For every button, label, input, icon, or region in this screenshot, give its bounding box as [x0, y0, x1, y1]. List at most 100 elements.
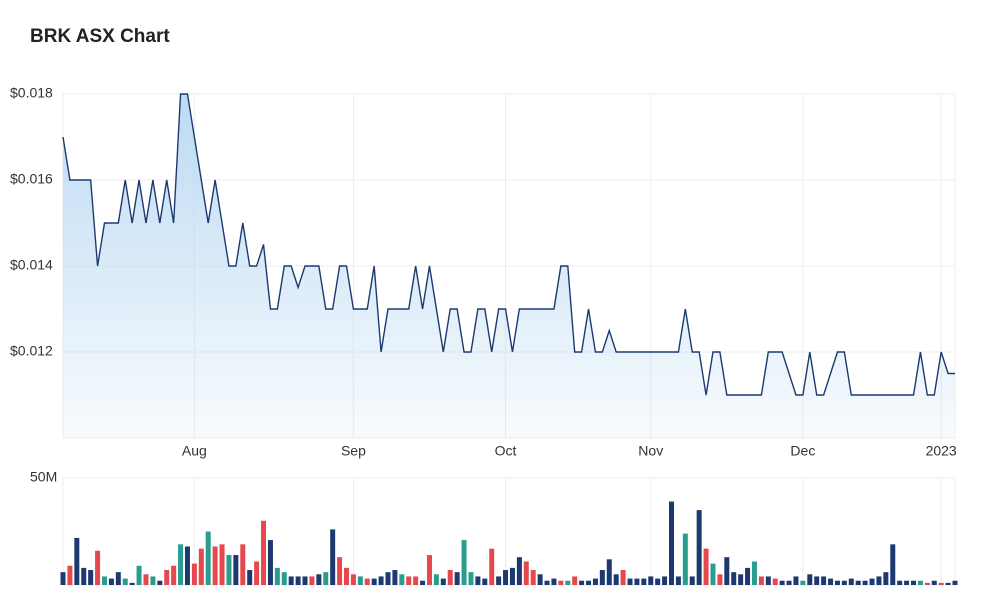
volume-bar [592, 578, 598, 585]
volume-bar [655, 578, 661, 585]
volume-bar [883, 572, 889, 585]
volume-bar [350, 574, 356, 585]
volume-bar [772, 578, 778, 585]
volume-bar [503, 570, 509, 585]
volume-bar [890, 544, 896, 585]
y-tick-label: $0.012 [10, 343, 53, 359]
volume-bar [945, 582, 951, 585]
volume-bar [613, 574, 619, 585]
volume-bar [364, 578, 370, 585]
volume-bar [274, 567, 280, 585]
volume-bar [599, 570, 605, 585]
volume-bar [544, 580, 550, 585]
volume-bar [551, 578, 557, 585]
volume-bar [648, 576, 654, 585]
volume-bar [917, 580, 923, 585]
volume-bar [399, 574, 405, 585]
volume-bar [136, 565, 142, 585]
volume-bar [668, 501, 674, 585]
volume-bar [710, 563, 716, 585]
y-tick-label: $0.014 [10, 257, 53, 273]
volume-bar [731, 572, 737, 585]
volume-bar [468, 572, 474, 585]
volume-bar [129, 582, 135, 585]
x-tick-label: 2023 [926, 443, 957, 459]
volume-bar [828, 578, 834, 585]
volume-bar [530, 570, 536, 585]
volume-bar [641, 578, 647, 585]
volume-bar [233, 555, 239, 585]
volume-bar [371, 578, 377, 585]
volume-bar [323, 572, 329, 585]
chart-title: BRK ASX Chart [30, 26, 170, 47]
volume-bar [420, 580, 426, 585]
volume-bar [924, 582, 930, 585]
volume-bar [392, 570, 398, 585]
volume-bar [793, 576, 799, 585]
volume-bar [682, 533, 688, 585]
volume-bar [952, 580, 958, 585]
volume-bar [157, 580, 163, 585]
volume-bar [579, 580, 585, 585]
volume-bar [171, 565, 177, 585]
volume-bar [74, 537, 80, 585]
volume-bar [675, 576, 681, 585]
volume-bar [240, 544, 246, 585]
volume-bar [931, 580, 937, 585]
volume-bar [330, 529, 336, 585]
volume-bar [751, 561, 757, 585]
volume-bar [295, 576, 301, 585]
volume-bar [81, 567, 87, 585]
volume-bar [696, 510, 702, 585]
volume-bar [60, 572, 66, 585]
volume-bar [862, 580, 868, 585]
volume-bar [807, 574, 813, 585]
volume-bar [537, 574, 543, 585]
volume-bar [378, 576, 384, 585]
volume-bar [786, 580, 792, 585]
volume-bar [212, 546, 218, 585]
volume-bar [689, 576, 695, 585]
volume-bar [191, 563, 197, 585]
volume-bar [150, 576, 156, 585]
volume-bar [489, 548, 495, 585]
price-line [62, 93, 955, 396]
volume-bar [620, 570, 626, 585]
volume-bar [869, 578, 875, 585]
volume-bar [108, 578, 114, 585]
volume-bar [717, 574, 723, 585]
volume-bar [88, 570, 94, 585]
volume-bar [254, 561, 260, 585]
volume-bar [904, 580, 910, 585]
volume-bar [911, 580, 917, 585]
x-tick-label: Nov [638, 443, 663, 459]
volume-bar [440, 578, 446, 585]
volume-bar [198, 548, 204, 585]
y-tick-label: 50M [30, 469, 57, 485]
volume-bar [247, 570, 253, 585]
volume-bar [406, 576, 412, 585]
volume-bar [634, 578, 640, 585]
volume-bar [344, 567, 350, 585]
volume-bar [316, 574, 322, 585]
volume-bar [523, 561, 529, 585]
volume-bar [178, 544, 184, 585]
volume-bar [461, 540, 467, 585]
volume-bar [572, 576, 578, 585]
volume-bar [606, 559, 612, 585]
volume-bar [447, 570, 453, 585]
volume-bar [876, 576, 882, 585]
volume-bar [101, 576, 107, 585]
volume-bar [586, 580, 592, 585]
volume-bar [516, 557, 522, 585]
volume-bar [627, 578, 633, 585]
volume-bar [482, 578, 488, 585]
volume-bar [426, 555, 432, 585]
volume-bar [413, 576, 419, 585]
volume-bar [800, 580, 806, 585]
volume-bar [814, 576, 820, 585]
volume-bar [745, 567, 751, 585]
volume-bar [821, 576, 827, 585]
volume-bar [703, 548, 709, 585]
